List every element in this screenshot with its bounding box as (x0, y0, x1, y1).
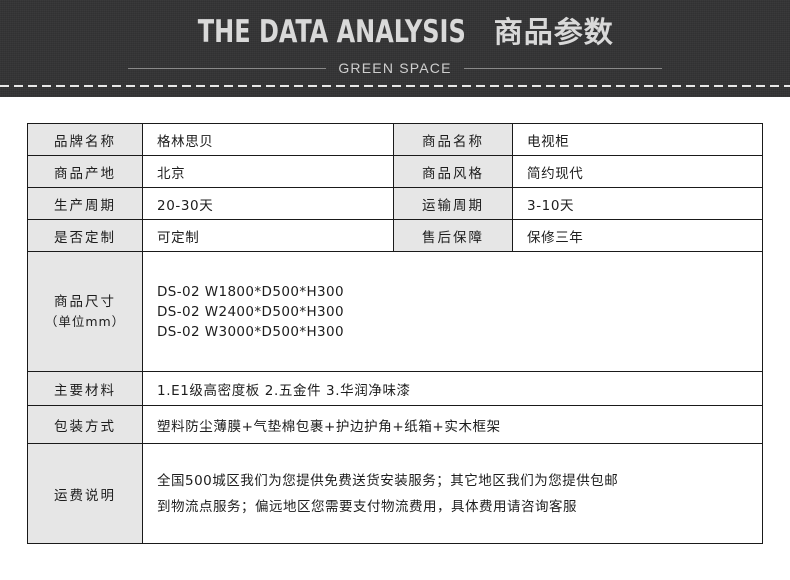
shipping-line: 到物流点服务；偏远地区您需要支付物流费用，具体费用请咨询客服 (157, 498, 577, 515)
spec-label: 运输周期 (393, 187, 513, 220)
size-line: DS-02 W2400*D500*H300 (157, 303, 344, 320)
spec-label-package: 包装方式 (27, 405, 143, 444)
table-row-size: 商品尺寸 （单位mm） DS-02 W1800*D500*H300 DS-02 … (27, 251, 763, 372)
header-banner: THE DATA ANALYSIS 商品参数 GREEN SPACE (0, 0, 790, 97)
spec-value-shipping: 全国500城区我们为您提供免费送货安装服务；其它地区我们为您提供包邮 到物流点服… (142, 443, 763, 544)
spec-value: 格林思贝 (142, 123, 394, 156)
spec-table: 品牌名称 格林思贝 商品名称 电视柜 商品产地 北京 商品风格 简约现代 生产周… (27, 123, 763, 544)
spec-label-material: 主要材料 (27, 371, 143, 406)
page-title-english: THE DATA ANALYSIS (198, 14, 466, 50)
spec-value-size: DS-02 W1800*D500*H300 DS-02 W2400*D500*H… (142, 251, 763, 372)
page-title-chinese: 商品参数 (493, 15, 614, 49)
spec-label: 生产周期 (27, 187, 143, 220)
spec-label: 售后保障 (393, 219, 513, 252)
table-row-material: 主要材料 1.E1级高密度板 2.五金件 3.华润净味漆 (27, 371, 763, 406)
spec-label: 商品名称 (393, 123, 513, 156)
spec-label-shipping: 运费说明 (27, 443, 143, 544)
spec-label: 商品产地 (27, 155, 143, 188)
dashed-divider (0, 85, 790, 87)
spec-value: 简约现代 (512, 155, 763, 188)
size-line: DS-02 W3000*D500*H300 (157, 323, 344, 340)
spec-value: 电视柜 (512, 123, 763, 156)
spec-label: 品牌名称 (27, 123, 143, 156)
spec-value: 20-30天 (142, 187, 394, 220)
spec-value-package: 塑料防尘薄膜+气垫棉包裹+护边护角+纸箱+实木框架 (142, 405, 763, 444)
size-label-unit: （单位mm） (44, 313, 126, 329)
shipping-line: 全国500城区我们为您提供免费送货安装服务；其它地区我们为您提供包邮 (157, 472, 619, 489)
spec-value: 保修三年 (512, 219, 763, 252)
table-row: 是否定制 可定制 售后保障 保修三年 (27, 219, 763, 252)
brand-subtitle: GREEN SPACE (338, 60, 452, 76)
size-label-stack: 商品尺寸 （单位mm） (28, 293, 142, 331)
table-row: 品牌名称 格林思贝 商品名称 电视柜 (27, 123, 763, 156)
size-line-list: DS-02 W1800*D500*H300 DS-02 W2400*D500*H… (157, 278, 762, 346)
size-line: DS-02 W1800*D500*H300 (157, 283, 344, 300)
spec-value: 北京 (142, 155, 394, 188)
table-row-shipping: 运费说明 全国500城区我们为您提供免费送货安装服务；其它地区我们为您提供包邮 … (27, 443, 763, 544)
size-label-main: 商品尺寸 (54, 293, 116, 310)
shipping-line-list: 全国500城区我们为您提供免费送货安装服务；其它地区我们为您提供包邮 到物流点服… (157, 464, 762, 524)
subtitle-rule-right (463, 67, 662, 69)
table-row: 商品产地 北京 商品风格 简约现代 (27, 155, 763, 188)
subtitle-row: GREEN SPACE (0, 58, 790, 78)
table-row-package: 包装方式 塑料防尘薄膜+气垫棉包裹+护边护角+纸箱+实木框架 (27, 405, 763, 444)
spec-label: 商品风格 (393, 155, 513, 188)
subtitle-rule-left (128, 67, 327, 69)
table-row: 生产周期 20-30天 运输周期 3-10天 (27, 187, 763, 220)
spec-value-material: 1.E1级高密度板 2.五金件 3.华润净味漆 (142, 371, 763, 406)
spec-label: 是否定制 (27, 219, 143, 252)
page-title: THE DATA ANALYSIS 商品参数 (0, 12, 790, 52)
spec-value: 可定制 (142, 219, 394, 252)
spec-value: 3-10天 (512, 187, 763, 220)
spec-label-size: 商品尺寸 （单位mm） (27, 251, 143, 372)
